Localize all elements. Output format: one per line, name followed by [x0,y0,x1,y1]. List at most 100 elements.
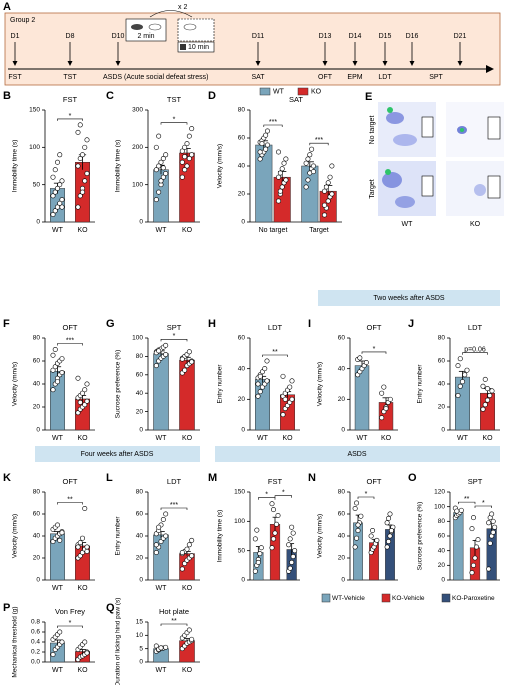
data-point [355,522,361,528]
data-point [322,212,328,218]
y-tick-label: 20 [338,396,346,403]
panel-title: OFT [63,477,78,486]
banner-text: Four weeks after ASDS [81,451,154,458]
day-arrowhead [382,61,388,66]
data-point [475,537,481,543]
data-point [189,537,195,543]
significance-label: *** [170,502,178,509]
data-point [384,520,390,526]
heatmap-col-label: KO [470,221,481,228]
test-label: FST [8,74,22,81]
data-point [384,544,390,550]
panel-letter: F [3,318,10,330]
test-label: SPT [429,74,443,81]
y-tick-label: 0 [36,427,40,434]
x-tick-label: WT [52,435,64,442]
y-tick-label: 40 [338,365,346,372]
data-point [286,542,292,548]
data-point [290,530,296,536]
mouse-icon [148,23,162,31]
significance-bracket [361,351,387,354]
data-point [189,126,195,132]
data-point [57,182,63,188]
data-point [310,163,316,169]
data-point [52,167,58,173]
y-tick-label: 20 [33,555,41,562]
y-tick-label: 80 [238,107,246,114]
data-point [80,189,86,195]
y-tick-label: 60 [338,335,346,342]
data-point [459,379,465,385]
y-tick-label: 60 [136,372,144,379]
y-axis-label: Entry number [417,364,424,404]
y-tick-label: 0.0 [31,659,40,666]
data-point [469,526,475,532]
data-point [186,627,192,633]
y-tick-label: 100 [132,181,143,188]
panel-letter: I [308,318,311,330]
data-point [358,513,364,519]
y-tick-label: 10 [136,632,144,639]
panel-letter: N [308,472,316,484]
data-point [50,387,56,393]
data-point [276,174,282,180]
day-label: D10 [112,33,125,40]
data-point [273,521,279,527]
cage [177,18,215,42]
data-point [82,505,88,511]
y-tick-label: 20 [136,408,144,415]
data-point [153,542,159,548]
significance-label: * [482,500,485,507]
data-point [305,177,311,183]
y-tick-label: 80 [33,335,41,342]
data-point [289,396,295,402]
data-point [160,156,166,162]
y-tick-label: 60 [136,511,144,518]
data-point [307,152,313,158]
y-tick-label: 0 [441,577,445,584]
timeline-box [4,12,501,86]
y-axis-label: Sucrose preference (%) [417,502,424,571]
day-label: D11 [252,33,264,40]
data-point [156,189,162,195]
y-tick-label: 80 [136,489,144,496]
data-point [186,542,192,548]
y-tick-label: 15 [136,619,144,626]
panel-title: FST [268,477,283,486]
data-point [352,544,358,550]
panel-title: LDT [268,323,283,332]
significance-bracket [263,124,283,127]
y-tick-label: 120 [434,489,445,496]
data-point [184,141,190,147]
y-axis-label: Mechanical threshold (g) [12,606,19,677]
data-point [387,533,393,539]
significance-label: ** [67,496,73,503]
data-point [50,352,56,358]
data-point [179,356,185,362]
data-point [75,410,81,416]
panel-title: FST [63,95,78,104]
data-point [283,177,289,183]
data-point [357,355,363,361]
data-point [327,174,333,180]
significance-label: * [69,620,72,627]
y-tick-label: 60 [33,358,41,365]
data-point [153,144,159,150]
data-point [329,163,335,169]
panel-letter: P [3,602,10,614]
y-axis-label: Velocity (mm/s) [317,514,324,558]
data-point [257,389,263,395]
y-tick-label: 0 [139,659,143,666]
panel-letter: L [106,472,113,484]
y-tick-label: 0 [139,219,143,226]
bar [255,144,273,223]
panel-letter: D [208,90,216,102]
data-point [163,511,169,517]
data-point [257,149,263,155]
cage [177,41,215,53]
data-point [352,505,358,511]
y-axis-label: Sucrose preference (%) [115,350,122,419]
data-point [276,149,282,155]
data-point [269,545,275,551]
